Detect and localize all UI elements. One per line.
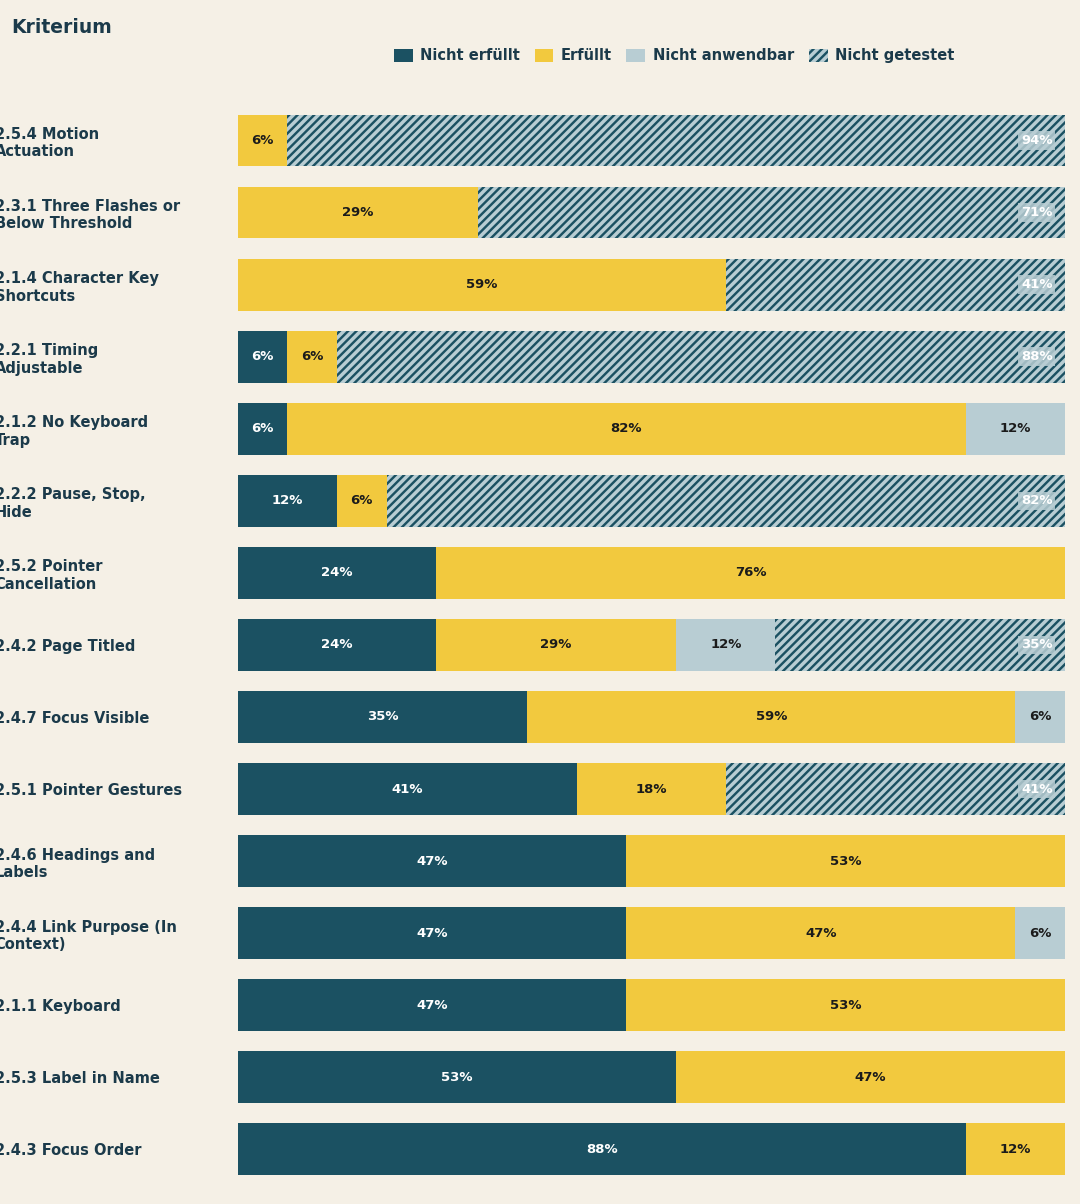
Bar [1015,908,1065,960]
Text: 47%: 47% [416,855,448,868]
Text: 82%: 82% [1021,495,1053,507]
Bar [238,259,726,311]
Bar [726,763,1065,815]
Text: 6%: 6% [1029,927,1051,939]
Text: 59%: 59% [756,710,787,724]
Bar [626,908,1015,960]
Bar [238,331,287,383]
Bar [238,979,626,1031]
Text: 12%: 12% [271,495,302,507]
Text: 71%: 71% [1022,206,1053,219]
Text: 41%: 41% [1021,278,1053,291]
Text: 53%: 53% [831,855,862,868]
Bar [337,474,387,526]
Text: 6%: 6% [351,495,373,507]
Bar [676,1051,1065,1103]
Text: 53%: 53% [831,999,862,1011]
Text: 6%: 6% [252,423,273,435]
Bar [238,403,287,455]
Bar [1015,691,1065,743]
Text: 29%: 29% [540,638,571,651]
Bar [238,619,436,671]
Text: 47%: 47% [416,999,448,1011]
Text: 53%: 53% [441,1070,473,1084]
Bar [238,547,436,598]
Text: 12%: 12% [1000,1143,1031,1156]
Text: Kriterium: Kriterium [11,18,111,37]
Text: 47%: 47% [416,927,448,939]
Bar [287,403,966,455]
Bar [238,763,577,815]
Text: 94%: 94% [1021,134,1053,147]
Bar [477,187,1065,238]
Bar [726,763,1065,815]
Bar [577,763,726,815]
Text: 6%: 6% [301,350,323,364]
Bar [337,331,1065,383]
Text: 41%: 41% [391,783,423,796]
Bar [676,619,775,671]
Bar [775,619,1065,671]
Bar [527,691,1015,743]
Text: 59%: 59% [465,278,498,291]
Bar [726,259,1065,311]
Bar [966,403,1065,455]
Text: 24%: 24% [321,566,353,579]
Text: 47%: 47% [806,927,837,939]
Text: 47%: 47% [854,1070,887,1084]
Text: 12%: 12% [1000,423,1031,435]
Bar [436,619,676,671]
Bar [337,331,1065,383]
Bar [287,114,1065,166]
Bar [436,547,1065,598]
Bar [238,114,287,166]
Text: 18%: 18% [635,783,667,796]
Text: 88%: 88% [1021,350,1053,364]
Bar [726,259,1065,311]
Bar [238,691,527,743]
Text: 29%: 29% [342,206,374,219]
Bar [387,474,1065,526]
Text: 41%: 41% [1021,783,1053,796]
Bar [387,474,1065,526]
Text: 82%: 82% [610,423,643,435]
Bar [287,114,1065,166]
Text: 88%: 88% [585,1143,618,1156]
Text: 76%: 76% [734,566,767,579]
Bar [238,187,477,238]
Text: 12%: 12% [710,638,742,651]
Text: 6%: 6% [1029,710,1051,724]
Bar [966,1123,1065,1175]
Bar [238,908,626,960]
Bar [775,619,1065,671]
Text: 6%: 6% [252,134,273,147]
Bar [626,836,1065,887]
Bar [238,1051,676,1103]
Text: 35%: 35% [1021,638,1053,651]
Bar [626,979,1065,1031]
Text: 6%: 6% [252,350,273,364]
Legend: Nicht erfüllt, Erfüllt, Nicht anwendbar, Nicht getestet: Nicht erfüllt, Erfüllt, Nicht anwendbar,… [394,48,955,64]
Bar [287,331,337,383]
Bar [238,474,337,526]
Bar [238,1123,966,1175]
Bar [238,836,626,887]
Text: 24%: 24% [321,638,353,651]
Bar [477,187,1065,238]
Text: 35%: 35% [366,710,399,724]
